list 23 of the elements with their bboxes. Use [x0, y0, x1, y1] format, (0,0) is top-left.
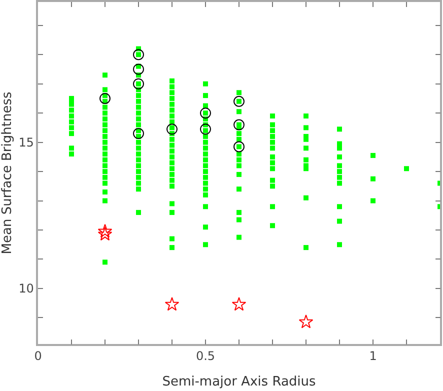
point	[98, 226, 112, 241]
point	[200, 108, 211, 119]
y-axis-title: Mean Surface Brightness	[0, 92, 15, 254]
point	[234, 119, 244, 130]
x-tick-label: 0	[34, 349, 42, 364]
point	[133, 128, 144, 140]
point	[200, 124, 211, 135]
point	[133, 64, 144, 75]
point	[100, 92, 110, 104]
point	[166, 124, 178, 135]
y-tick-label: 15	[18, 136, 34, 150]
point	[234, 96, 244, 107]
point	[164, 297, 180, 311]
x-axis-title: Semi-major Axis Radius	[162, 374, 316, 390]
point	[234, 141, 244, 152]
y-tick-label: 10	[18, 282, 34, 296]
point	[133, 49, 144, 60]
point	[98, 224, 112, 238]
x-tick-label: 0.5	[196, 349, 216, 364]
point	[232, 297, 246, 311]
x-tick-label: 1	[369, 349, 377, 364]
point	[298, 314, 314, 328]
point	[133, 78, 144, 90]
